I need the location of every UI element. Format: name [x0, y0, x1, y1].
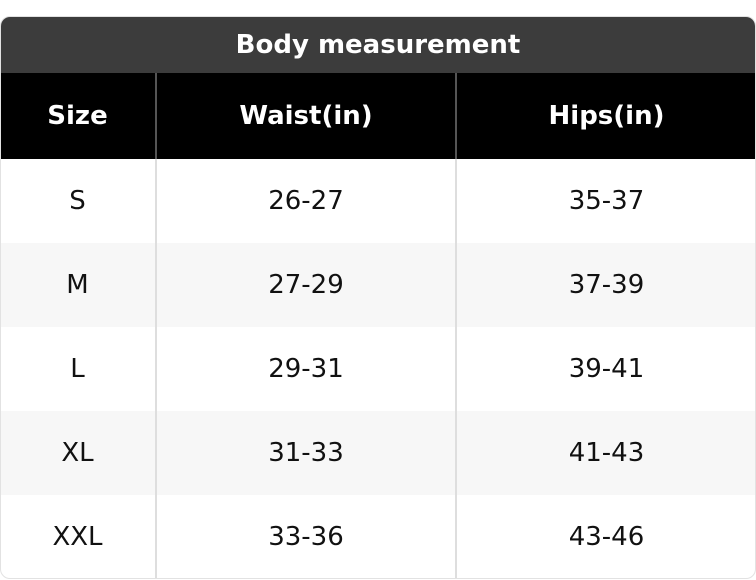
table-cell: 26-27: [155, 159, 456, 243]
table-row: L 29-31 39-41: [1, 327, 755, 411]
table-body: S 26-27 35-37 M 27-29 37-39 L 29-31 39-41 XL 31-33…: [1, 159, 755, 578]
table-title: Body measurement: [1, 17, 755, 73]
table-cell: S: [69, 186, 86, 216]
table-cell: 41-43: [455, 411, 755, 495]
table-cell: 35-37: [455, 159, 755, 243]
column-header: Waist(in): [155, 73, 456, 159]
table-row: S 26-27 35-37: [1, 159, 755, 243]
table-cell: 43-46: [455, 495, 755, 578]
header-row: Size Waist(in) Hips(in): [1, 73, 755, 159]
size-chart: Body measurement Size Waist(in) Hips(in) S…: [0, 16, 756, 579]
table-cell: 39-41: [455, 327, 755, 411]
table-row: XL 31-33 41-43: [1, 411, 755, 495]
column-header: Size: [1, 73, 156, 159]
table-cell: XL: [1, 411, 156, 495]
table-cell: 33-36: [155, 495, 456, 578]
table-row: XXL 33-36 43-46: [1, 495, 755, 578]
table-cell: 37-39: [455, 243, 755, 327]
table-cell: 29-31: [155, 327, 456, 411]
measurement-table: Size Waist(in) Hips(in) S 26-27 35-37 M 27-29 3…: [1, 73, 755, 578]
table-cell: 31-33: [155, 411, 456, 495]
table-row: M 27-29 37-39: [1, 243, 755, 327]
table-cell: M: [1, 243, 156, 327]
table-cell: L: [70, 354, 85, 384]
column-header: Hips(in): [455, 73, 755, 159]
table-cell: XXL: [52, 522, 103, 552]
table-cell: 27-29: [155, 243, 456, 327]
